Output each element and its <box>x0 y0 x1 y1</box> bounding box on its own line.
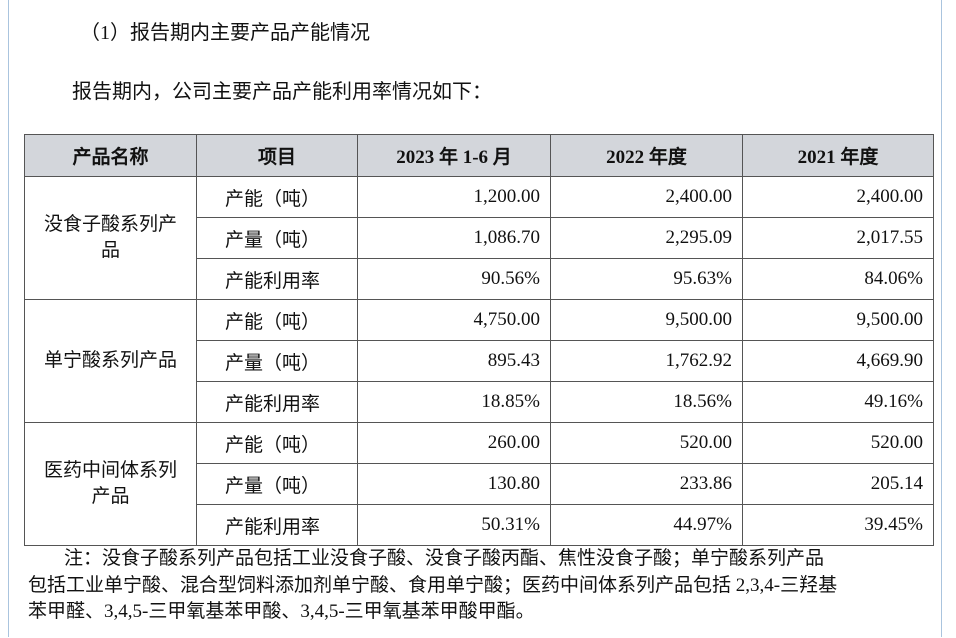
product-name-cell: 医药中间体系列产品 <box>24 422 197 546</box>
value-cell: 49.16% <box>742 381 934 423</box>
section-heading: （1）报告期内主要产品产能情况 <box>80 22 370 44</box>
header-cell: 2023 年 1-6 月 <box>357 134 551 177</box>
value-cell: 4,750.00 <box>357 299 551 341</box>
value-cell: 520.00 <box>742 422 934 464</box>
product-name-cell: 没食子酸系列产品 <box>24 176 197 300</box>
value-cell: 895.43 <box>357 340 551 382</box>
footnote-line: 包括工业单宁酸、混合型饲料添加剂单宁酸、食用单宁酸；医药中间体系列产品包括 2,… <box>28 574 838 596</box>
item-cell: 产能利用率 <box>196 381 358 423</box>
value-cell: 1,762.92 <box>550 340 743 382</box>
item-cell: 产能（吨） <box>196 176 358 218</box>
paragraph: 报告期内，公司主要产品产能利用率情况如下： <box>72 81 492 103</box>
table-row: 产能利用率 50.31% 44.97% 39.45% <box>25 504 934 546</box>
item-cell: 产量（吨） <box>196 340 358 382</box>
table-body: 没食子酸系列产品 产能（吨） 1,200.00 2,400.00 2,400.00 产量（… <box>24 176 934 546</box>
value-cell: 233.86 <box>550 463 743 505</box>
footnote-line: 注：没食子酸系列产品包括工业没食子酸、没食子酸丙酯、焦性没食子酸；单宁酸系列产品 <box>64 548 825 569</box>
value-cell: 9,500.00 <box>550 299 743 341</box>
capacity-table: 产品名称 项目 2023 年 1-6 月 2022 年度 2021 年度 没食子酸系列产… <box>24 134 934 546</box>
item-cell: 产量（吨） <box>196 463 358 505</box>
table-row: 单宁酸系列产品 产能（吨） 4,750.00 9,500.00 9,500.00 <box>24 299 934 423</box>
header-cell: 2021 年度 <box>742 134 934 177</box>
value-cell: 1,200.00 <box>357 176 551 218</box>
item-cell: 产能（吨） <box>196 299 358 341</box>
value-cell: 2,400.00 <box>742 176 934 218</box>
product-name-cell: 单宁酸系列产品 <box>24 299 197 423</box>
value-cell: 2,295.09 <box>550 217 743 259</box>
table-row: 产量（吨） 130.80 233.86 205.14 <box>25 463 934 505</box>
table-row: 产能利用率 90.56% 95.63% 84.06% <box>25 258 934 300</box>
value-cell: 2,400.00 <box>550 176 743 218</box>
table-row: 医药中间体系列产品 产能（吨） 260.00 520.00 520.00 <box>24 422 934 546</box>
value-cell: 2,017.55 <box>742 217 934 259</box>
value-cell: 9,500.00 <box>742 299 934 341</box>
value-cell: 39.45% <box>742 504 934 546</box>
header-cell: 项目 <box>196 134 358 177</box>
value-cell: 90.56% <box>357 258 551 300</box>
footnote-line: 苯甲醛、3,4,5-三甲氧基苯甲酸、3,4,5-三甲氧基苯甲酸甲酯。 <box>28 601 535 622</box>
value-cell: 18.56% <box>550 381 743 423</box>
item-cell: 产能利用率 <box>196 504 358 546</box>
table-header-row: 产品名称 项目 2023 年 1-6 月 2022 年度 2021 年度 <box>24 134 934 177</box>
value-cell: 260.00 <box>357 422 551 464</box>
header-cell: 2022 年度 <box>550 134 743 177</box>
value-cell: 130.80 <box>357 463 551 505</box>
value-cell: 50.31% <box>357 504 551 546</box>
page-frame <box>8 0 942 637</box>
value-cell: 520.00 <box>550 422 743 464</box>
value-cell: 1,086.70 <box>357 217 551 259</box>
value-cell: 18.85% <box>357 381 551 423</box>
value-cell: 84.06% <box>742 258 934 300</box>
table-row: 产量（吨） 1,086.70 2,295.09 2,017.55 <box>25 217 934 259</box>
value-cell: 44.97% <box>550 504 743 546</box>
value-cell: 95.63% <box>550 258 743 300</box>
item-cell: 产量（吨） <box>196 217 358 259</box>
table-row: 没食子酸系列产品 产能（吨） 1,200.00 2,400.00 2,400.00 <box>24 176 934 300</box>
value-cell: 205.14 <box>742 463 934 505</box>
table-row: 产量（吨） 895.43 1,762.92 4,669.90 <box>25 340 934 382</box>
footnote: 注：没食子酸系列产品包括工业没食子酸、没食子酸丙酯、焦性没食子酸；单宁酸系列产品… <box>28 546 934 626</box>
item-cell: 产能（吨） <box>196 422 358 464</box>
header-cell: 产品名称 <box>24 134 197 177</box>
table-row: 产能利用率 18.85% 18.56% 49.16% <box>25 381 934 423</box>
item-cell: 产能利用率 <box>196 258 358 300</box>
value-cell: 4,669.90 <box>742 340 934 382</box>
